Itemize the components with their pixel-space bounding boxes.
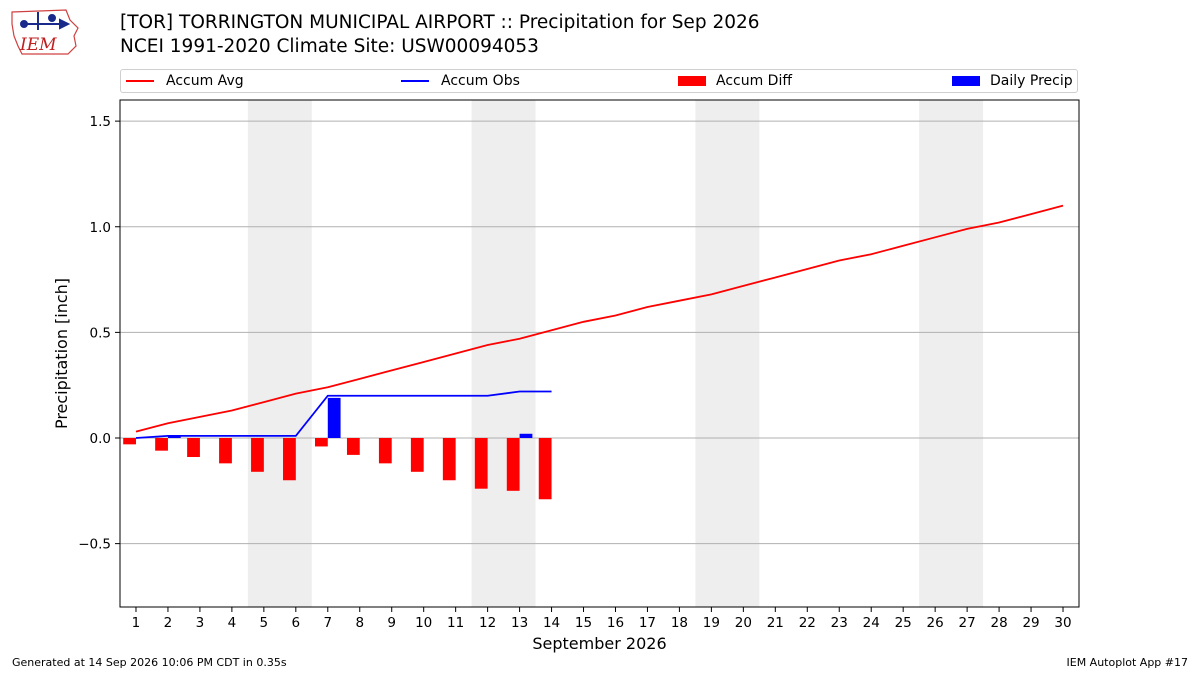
x-tick-label: 12 [479,615,496,631]
bar-accum-diff [123,438,136,445]
app-credit: IEM Autoplot App #17 [1066,656,1189,669]
x-tick-label: 20 [735,615,752,631]
x-tick-label: 14 [543,615,560,631]
x-tick-label: 13 [511,615,528,631]
x-tick-label: 22 [799,615,816,631]
x-tick-label: 5 [260,615,269,631]
x-tick-label: 19 [703,615,720,631]
bar-accum-diff [442,438,456,481]
x-tick-label: 10 [415,615,432,631]
x-tick-label: 23 [831,615,848,631]
y-tick-label: −0.5 [78,537,111,553]
bar-accum-diff [283,438,296,481]
weekend-shade [247,100,312,607]
x-tick-label: 2 [164,615,173,631]
y-tick-label: 0.5 [90,325,111,341]
x-tick-label: 7 [323,615,332,631]
bar-accum-diff [506,438,520,491]
x-tick-label: 26 [927,615,944,631]
legend-label: Daily Precip [990,73,1073,89]
bar-accum-diff [251,438,264,472]
generated-timestamp: Generated at 14 Sep 2026 10:06 PM CDT in… [12,656,287,669]
plot-frame [119,99,1080,608]
legend-item-daily-precip: Daily Precip [952,73,1073,89]
bar-accum-diff [538,438,552,500]
x-tick-label: 1 [132,615,141,631]
legend-item-accum-avg: Accum Avg [126,73,244,89]
bar-daily-precip [167,435,181,438]
x-tick-label: 16 [607,615,624,631]
logo-text: IEM [19,35,57,55]
y-tick-label: 0.0 [90,431,111,447]
x-tick-label: 4 [228,615,237,631]
bar-accum-diff [187,438,200,458]
weekend-shade [695,100,760,607]
bar-accum-diff [314,438,328,447]
y-tick-label: 1.0 [90,220,111,236]
line-accum-avg [135,204,1064,433]
y-axis-label: Precipitation [inch] [52,278,71,429]
chart-legend: Accum Avg Accum Obs Accum Diff Daily Pre… [120,69,1078,93]
x-tick-label: 9 [387,615,396,631]
y-tick-label: 1.5 [90,114,111,130]
legend-item-accum-diff: Accum Diff [678,73,792,89]
x-tick-label: 6 [292,615,301,631]
bar-accum-diff [474,438,488,489]
legend-swatch-accum-diff [678,76,706,86]
x-tick-label: 27 [959,615,976,631]
x-tick-label: 8 [355,615,364,631]
bar-accum-diff [219,438,232,464]
x-tick-label: 11 [447,615,464,631]
iowa-map-outline-icon [11,9,79,55]
bar-accum-diff [155,438,168,451]
line-accum-obs [135,390,552,439]
bar-daily-precip [519,433,533,438]
x-tick-label: 17 [639,615,656,631]
legend-label: Accum Obs [441,73,520,89]
chart-title: [TOR] TORRINGTON MUNICIPAL AIRPORT :: Pr… [120,12,760,33]
x-tick-label: 25 [895,615,912,631]
chart-subtitle: NCEI 1991-2020 Climate Site: USW00094053 [120,36,539,57]
x-tick-label: 29 [1022,615,1039,631]
bar-accum-diff [378,438,392,464]
x-tick-label: 21 [767,615,784,631]
legend-swatch-accum-obs [401,80,429,82]
legend-item-accum-obs: Accum Obs [401,73,520,89]
x-axis-label: September 2026 [532,634,666,653]
iem-logo: IEM [11,9,79,55]
x-tick-label: 18 [671,615,688,631]
bar-accum-diff [346,438,360,455]
bar-accum-diff [410,438,424,472]
legend-label: Accum Avg [166,73,244,89]
x-tick-label: 15 [575,615,592,631]
legend-label: Accum Diff [716,73,793,89]
legend-swatch-accum-avg [126,80,154,82]
weekend-shade [919,100,984,607]
legend-swatch-daily-precip [952,76,980,86]
x-tick-label: 24 [863,615,880,631]
x-tick-label: 3 [196,615,205,631]
x-tick-label: 30 [1054,615,1071,631]
weather-instrument-icon [20,12,71,30]
bar-daily-precip [327,397,341,438]
weekend-shade [471,100,536,607]
x-tick-label: 28 [990,615,1007,631]
